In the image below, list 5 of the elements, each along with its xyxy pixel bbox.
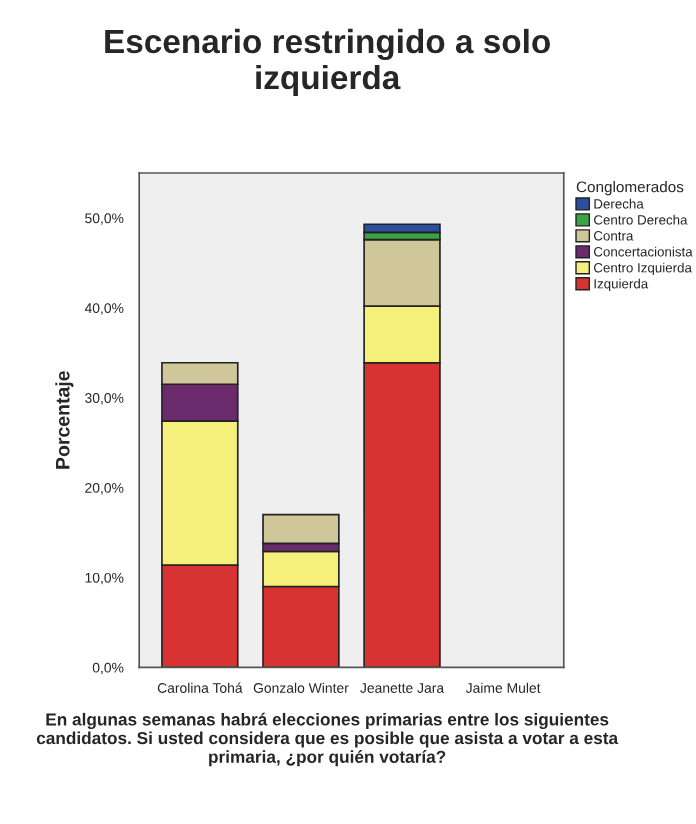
chart-title: Escenario restringido a solo izquierda	[105, 28, 550, 96]
x-axis-title: En algunas semanas habrá elecciones primarias entre los siguientes candidatos. Si usted considera que es posible que asista a votar a esta primaria, ¿por quién votaría?	[36, 712, 619, 767]
bar	[262, 513, 340, 545]
y-axis-title: Porcentaje	[55, 371, 74, 469]
bar	[363, 223, 441, 234]
